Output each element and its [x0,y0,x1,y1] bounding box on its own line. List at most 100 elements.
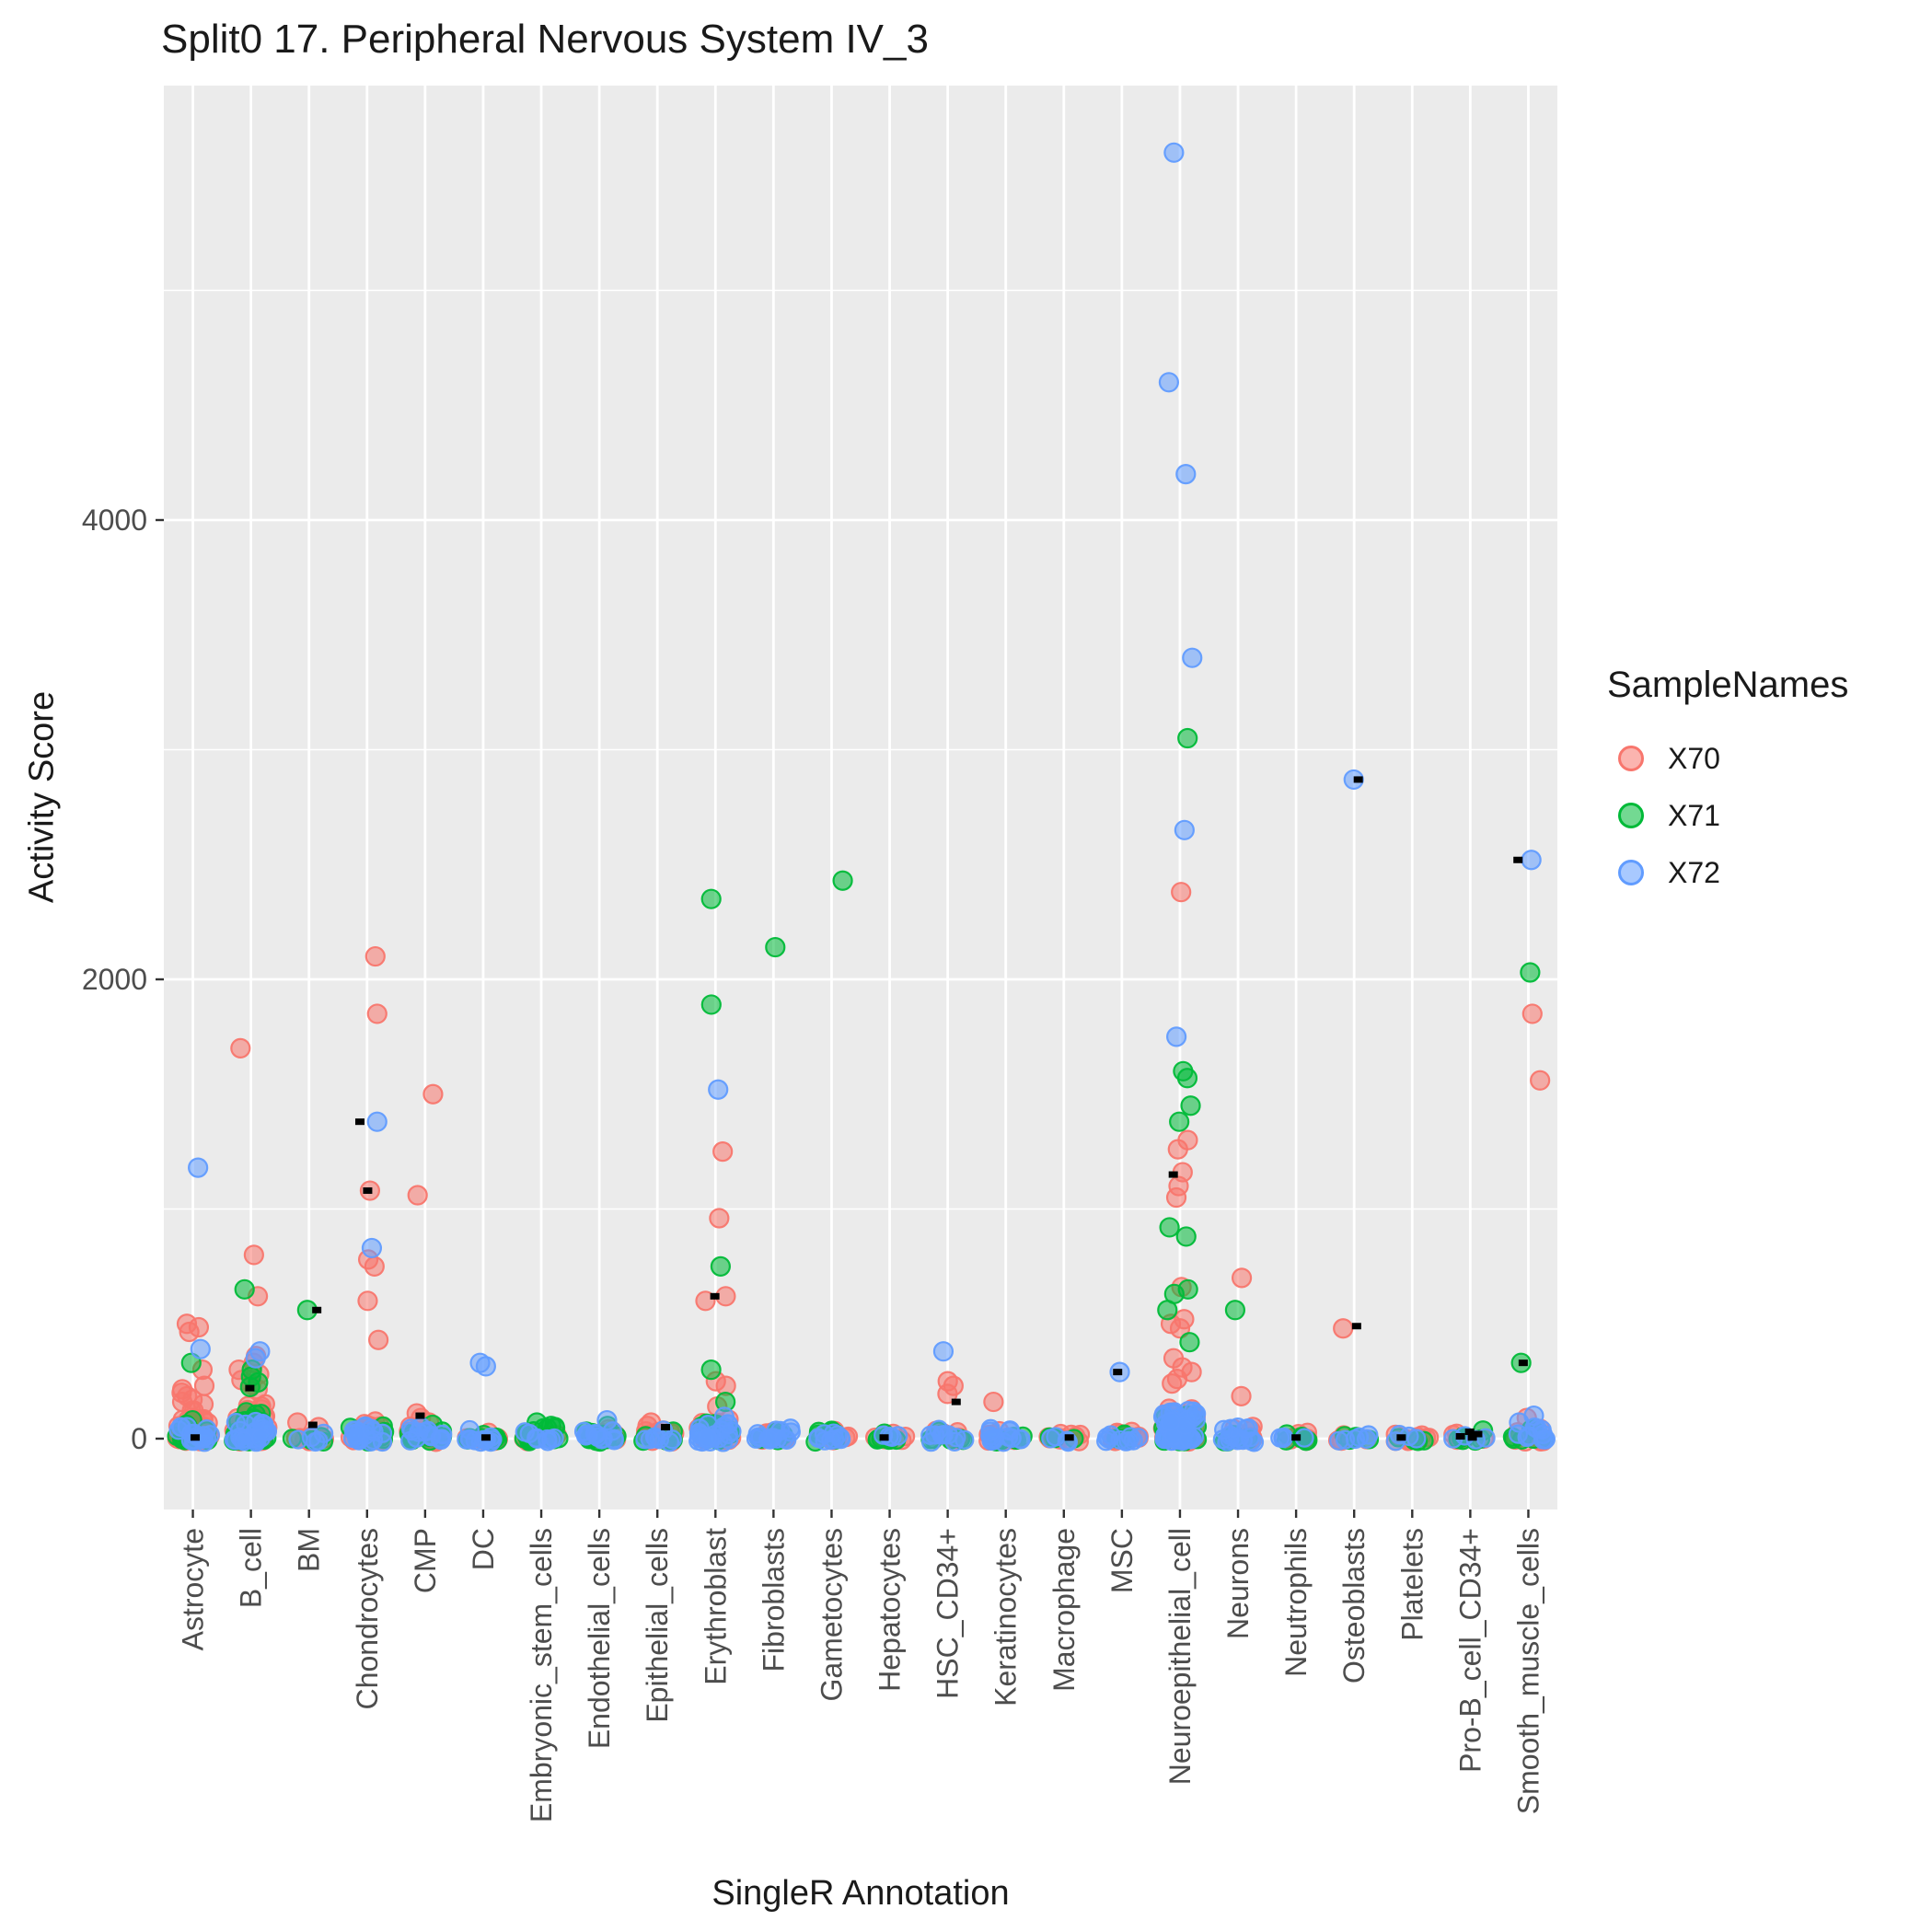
x-tick-label: Fibroblasts [757,1528,790,1672]
x-tick-label: Astrocyte [177,1528,210,1650]
data-point [243,1244,264,1266]
data-point [400,1430,421,1451]
data-point [932,1341,954,1362]
summary-mark [363,1187,373,1195]
data-point [1171,882,1192,903]
data-point [226,1412,246,1433]
legend-item-x70: X70 [1607,730,1848,787]
x-tick-label: MSC [1105,1528,1139,1593]
data-point [712,1141,734,1163]
summary-mark [245,1384,255,1392]
x-tick-label: Embryonic_stem_cells [525,1528,558,1822]
data-point [234,1431,254,1452]
data-point [659,1432,680,1452]
data-point [1160,1411,1181,1432]
x-tick-label: Neurons [1221,1528,1255,1639]
summary-mark [1518,1359,1528,1367]
x-tick-label: Hepatocytes [873,1528,907,1692]
data-point [180,1352,202,1373]
data-point [418,1420,438,1440]
data-point [541,1429,561,1450]
data-point [983,1391,1004,1413]
data-point [188,1157,209,1178]
summary-mark [480,1434,491,1441]
data-point [422,1083,444,1105]
x-tick-label: CMP [409,1528,442,1593]
data-point [1274,1427,1294,1447]
data-point [1177,727,1198,749]
data-point [1096,1431,1116,1452]
data-point [1180,1095,1201,1116]
data-point [1406,1429,1427,1449]
summary-mark [312,1306,322,1313]
data-point [171,1391,193,1413]
data-point [1174,819,1195,840]
y-tick-label: 2000 [82,963,147,996]
data-point [1175,463,1197,485]
data-point [196,1419,217,1440]
data-point [1535,1429,1556,1450]
data-point [366,1003,388,1024]
data-point [640,1429,660,1450]
summary-mark [1353,776,1363,783]
data-point [980,1421,1001,1441]
summary-mark [1396,1434,1406,1441]
data-point [709,1208,730,1229]
data-point [596,1409,618,1431]
legend: SampleNames X70 X71 X72 [1607,665,1848,901]
data-point [177,1417,197,1437]
summary-mark [1473,1430,1483,1438]
data-point [1333,1318,1354,1339]
data-point [1182,647,1203,668]
legend-swatch-x72-icon [1618,860,1644,885]
data-point [698,1428,718,1448]
summary-mark [1168,1171,1178,1178]
data-point [700,994,722,1015]
x-tick-label: Osteoblasts [1337,1528,1371,1683]
summary-mark [190,1434,200,1441]
data-point [230,1037,251,1059]
data-point [1010,1429,1031,1449]
summary-mark [879,1434,889,1441]
legend-swatch-x71-icon [1618,803,1644,828]
summary-mark [710,1292,720,1300]
x-tick-label: Epithelial_cells [641,1528,674,1723]
y-tick-label: 0 [131,1422,147,1455]
data-point [1509,1412,1530,1433]
x-tick-label: Neutrophils [1279,1528,1313,1677]
y-tick-label: 4000 [82,503,147,537]
data-point [1166,1026,1187,1047]
data-point [1530,1070,1551,1091]
data-point [695,1290,716,1312]
data-point [700,888,722,909]
data-point [361,1418,382,1439]
data-point [774,1429,794,1449]
legend-swatch-x70-icon [1618,746,1644,771]
data-point [345,1423,365,1444]
x-tick-label: B_cell [235,1528,268,1608]
x-tick-label: Gametocytes [815,1528,848,1702]
legend-label-x71: X71 [1668,798,1720,832]
data-point [1186,1404,1207,1424]
summary-mark [1455,1433,1465,1440]
summary-mark [307,1421,318,1429]
data-point [925,1425,945,1445]
data-point [1046,1427,1066,1447]
data-point [361,1237,383,1259]
summary-mark [1464,1429,1475,1436]
data-point [1520,962,1541,983]
chart-title: Split0 17. Peripheral Nervous System IV_… [161,17,929,62]
x-tick-label: Neuroepithelial_cell [1163,1528,1197,1785]
data-point [1123,1430,1143,1451]
data-point [1179,1332,1200,1353]
data-point [1224,1300,1246,1321]
data-point [713,1406,735,1428]
data-point [1158,372,1180,393]
data-point [700,1359,722,1381]
data-point [708,1079,729,1100]
data-point [245,1348,266,1369]
data-point [1521,1003,1543,1024]
data-point [831,1429,851,1450]
data-point [1169,1318,1191,1339]
data-point [1236,1418,1256,1439]
